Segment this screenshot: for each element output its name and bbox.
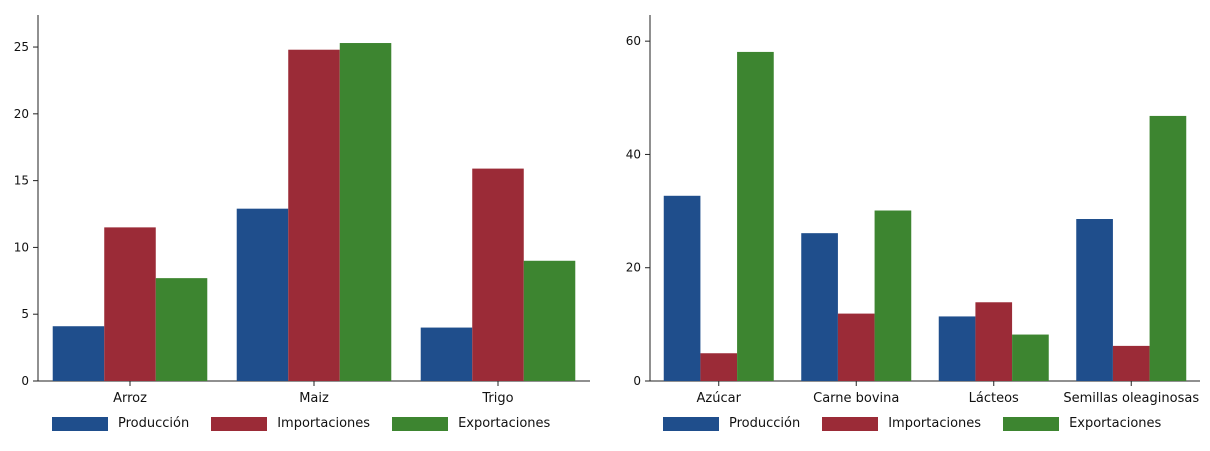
- bar-arroz-importaciones: [104, 227, 156, 381]
- legend-label: Importaciones: [277, 416, 371, 431]
- x-tick-label: Azúcar: [697, 391, 742, 406]
- bar-azucar-exportaciones: [737, 51, 774, 381]
- x-tick-label: Carne bovina: [813, 391, 899, 406]
- x-tick-label: Arroz: [113, 391, 147, 406]
- x-tick-label: Trigo: [481, 391, 513, 406]
- legend-item-produccion: Producción: [52, 416, 189, 431]
- bar-lacteos-exportaciones: [1012, 334, 1049, 381]
- chart-panel-right: 0 20 40 60 Azúcar Carne bovina Lácteos Semillas…: [605, 0, 1210, 451]
- bar-trigo-importaciones: [472, 168, 524, 381]
- legend-swatch-produccion: [663, 416, 719, 431]
- legend-label: Exportaciones: [1069, 416, 1162, 431]
- legend-left: Producción Importaciones Exportaciones: [52, 416, 572, 431]
- legend-item-importaciones: Importaciones: [822, 416, 981, 431]
- bar-semillas-oleaginosas-exportaciones: [1149, 115, 1187, 381]
- legend-label: Producción: [729, 416, 801, 431]
- bar-arroz-produccion: [52, 326, 105, 381]
- bar-maiz-importaciones: [288, 49, 340, 381]
- y-tick-label: 15: [14, 174, 29, 188]
- y-tick-label: 20: [14, 107, 29, 121]
- bar-maiz-exportaciones: [339, 43, 392, 382]
- y-tick-label: 60: [626, 34, 641, 48]
- bar-carne-bovina-produccion: [801, 233, 838, 381]
- x-tick-label: Maiz: [299, 391, 329, 406]
- x-tick-label: Semillas oleaginosas: [1063, 391, 1199, 406]
- bar-azucar-produccion: [663, 195, 701, 381]
- legend-swatch-exportaciones: [1003, 416, 1060, 431]
- bar-maiz-produccion: [236, 208, 289, 381]
- bar-trigo-produccion: [420, 327, 473, 381]
- legend-label: Exportaciones: [458, 416, 551, 431]
- bar-semillas-oleaginosas-importaciones: [1112, 345, 1150, 381]
- legend-item-importaciones: Importaciones: [211, 416, 370, 431]
- legend-label: Producción: [118, 416, 190, 431]
- legend-item-exportaciones: Exportaciones: [1003, 416, 1161, 431]
- legend-label: Importaciones: [888, 416, 982, 431]
- x-tick-label: Lácteos: [969, 391, 1019, 406]
- y-tick-label: 0: [21, 374, 29, 388]
- legend-swatch-importaciones: [822, 416, 879, 431]
- bar-azucar-importaciones: [700, 353, 738, 381]
- bar-semillas-oleaginosas-produccion: [1076, 219, 1113, 381]
- bar-arroz-exportaciones: [155, 278, 208, 381]
- y-tick-label: 25: [14, 40, 29, 54]
- legend-item-exportaciones: Exportaciones: [392, 416, 550, 431]
- bar-lacteos-importaciones: [975, 302, 1013, 381]
- legend-right: Producción Importaciones Exportaciones: [663, 416, 1183, 431]
- y-tick-label: 5: [21, 307, 29, 321]
- bar-trigo-exportaciones: [523, 260, 576, 381]
- y-tick-label: 40: [626, 147, 641, 161]
- y-tick-label: 10: [14, 240, 29, 254]
- bar-lacteos-produccion: [938, 316, 976, 381]
- bar-chart-grains: 0 5 10 15 20 25 Arroz Maiz Trigo: [14, 15, 590, 406]
- bar-carne-bovina-importaciones: [837, 313, 875, 381]
- legend-item-produccion: Producción: [663, 416, 800, 431]
- bar-carne-bovina-exportaciones: [874, 210, 912, 381]
- y-tick-label: 0: [633, 374, 641, 388]
- legend-swatch-importaciones: [211, 416, 268, 431]
- legend-swatch-exportaciones: [392, 416, 449, 431]
- chart-panel-left: 0 5 10 15 20 25 Arroz Maiz Trigo Producción Impo…: [0, 0, 600, 451]
- legend-swatch-produccion: [52, 416, 108, 431]
- bar-chart-commodities: 0 20 40 60 Azúcar Carne bovina Lácteos Semillas…: [626, 15, 1200, 406]
- y-tick-label: 20: [626, 261, 641, 275]
